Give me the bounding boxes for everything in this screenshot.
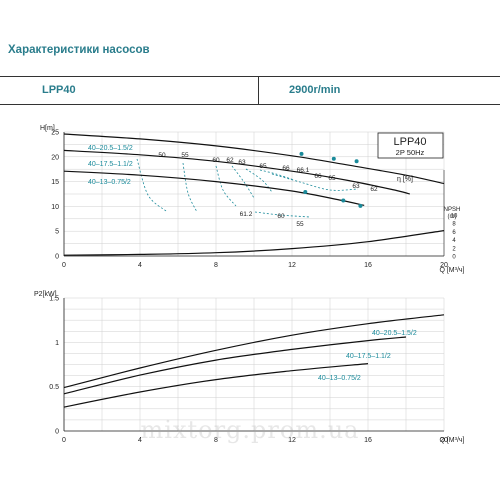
efficiency-label: 55 xyxy=(296,221,304,228)
x-tick-label: 16 xyxy=(364,262,372,269)
speed-label: 2900r/min xyxy=(289,84,341,96)
efficiency-point xyxy=(341,198,346,203)
y-tick-label: 10 xyxy=(51,204,59,211)
efficiency-isoline xyxy=(245,168,273,193)
efficiency-label: 62 xyxy=(370,186,378,193)
x-axis-label: Q [M³/ч] xyxy=(439,437,464,444)
efficiency-label: 61.2 xyxy=(240,211,253,218)
efficiency-point xyxy=(303,190,308,195)
x-tick-label: 4 xyxy=(138,262,142,269)
efficiency-isoline xyxy=(215,165,237,207)
efficiency-label: 60 xyxy=(212,157,220,164)
x-tick-label: 12 xyxy=(288,262,296,269)
x-tick-label: 4 xyxy=(138,437,142,444)
npsh-tick-label: 8 xyxy=(452,222,456,228)
efficiency-point xyxy=(299,151,304,156)
x-tick-label: 8 xyxy=(214,437,218,444)
efficiency-label: 60 xyxy=(277,213,285,220)
model-box-subtitle: 2P 50Hz xyxy=(396,148,425,157)
y-tick-label: 1.5 xyxy=(49,296,59,303)
efficiency-isoline xyxy=(259,169,295,181)
efficiency-point xyxy=(331,156,336,161)
npsh-axis-label: NPSH xyxy=(444,207,461,213)
npsh-tick-label: 4 xyxy=(452,238,456,244)
y-tick-label: 15 xyxy=(51,179,59,186)
power-curve-3 xyxy=(63,363,369,408)
efficiency-label: 63 xyxy=(352,183,360,190)
power-curve-1 xyxy=(63,314,445,389)
header-bar: LPP40 2900r/min xyxy=(0,76,500,105)
efficiency-isoline xyxy=(271,173,359,191)
x-tick-label: 0 xyxy=(62,437,66,444)
page-title: Характеристики насосов xyxy=(8,44,150,56)
eta-axis-label: η [%] xyxy=(397,176,413,183)
series-label: 40–17.5–1.1/2 xyxy=(346,353,391,360)
x-tick-label: 16 xyxy=(364,437,372,444)
series-label: 40–20.5–1.5/2 xyxy=(372,330,417,337)
efficiency-isoline xyxy=(136,158,167,212)
series-label: 40–20.5–1.5/2 xyxy=(88,145,133,152)
efficiency-point xyxy=(354,159,359,164)
efficiency-label: 63 xyxy=(238,159,246,166)
npsh-tick-label: 10 xyxy=(451,214,458,220)
y-tick-label: 0 xyxy=(55,254,59,261)
power-curve-2 xyxy=(63,336,407,395)
efficiency-label: 65 xyxy=(328,175,336,182)
y-tick-label: 0 xyxy=(55,429,59,436)
series-label: 40–17.5–1.1/2 xyxy=(88,161,133,168)
efficiency-label: 66.1 xyxy=(297,167,310,174)
efficiency-isoline xyxy=(254,211,311,218)
efficiency-point xyxy=(358,203,363,208)
y-tick-label: 5 xyxy=(55,229,59,236)
npsh-axis-unit: (m) xyxy=(448,214,457,220)
efficiency-label: 65 xyxy=(259,163,267,170)
npsh-curve xyxy=(63,230,445,256)
efficiency-isoline xyxy=(231,165,255,199)
head-curve-2 xyxy=(63,149,410,195)
header-divider xyxy=(258,77,259,104)
model-label: LPP40 xyxy=(42,84,76,96)
x-tick-label: 20 xyxy=(440,262,448,269)
y-tick-label: 0.5 xyxy=(49,384,59,391)
efficiency-label: 50 xyxy=(158,152,166,159)
efficiency-label: 55 xyxy=(181,152,189,159)
model-box-title: LPP40 xyxy=(393,136,426,148)
y-axis-label: H[m] xyxy=(40,125,55,132)
head-curve-3 xyxy=(63,170,365,206)
npsh-tick-label: 2 xyxy=(452,246,456,252)
efficiency-label: 66 xyxy=(314,173,322,180)
efficiency-isoline xyxy=(182,162,198,213)
y-axis-label: P2[kW] xyxy=(34,291,57,298)
watermark: mixtorg.prom.ua xyxy=(140,416,360,444)
x-tick-label: 12 xyxy=(288,437,296,444)
y-tick-label: 1 xyxy=(55,340,59,347)
y-tick-label: 20 xyxy=(51,154,59,161)
model-box xyxy=(377,132,444,159)
efficiency-label: 62 xyxy=(226,157,234,164)
x-tick-label: 20 xyxy=(440,437,448,444)
series-label: 40–13–0.75/2 xyxy=(318,375,361,382)
x-tick-label: 0 xyxy=(62,262,66,269)
series-label: 40–13–0.75/2 xyxy=(88,179,131,186)
head-curve-1 xyxy=(63,133,445,185)
x-axis-label: Q [M³/ч] xyxy=(439,267,464,274)
efficiency-label: 66 xyxy=(282,165,290,172)
x-tick-label: 8 xyxy=(214,262,218,269)
npsh-tick-label: 6 xyxy=(452,230,456,236)
y-tick-label: 25 xyxy=(51,130,59,137)
npsh-tick-label: 0 xyxy=(452,255,456,261)
